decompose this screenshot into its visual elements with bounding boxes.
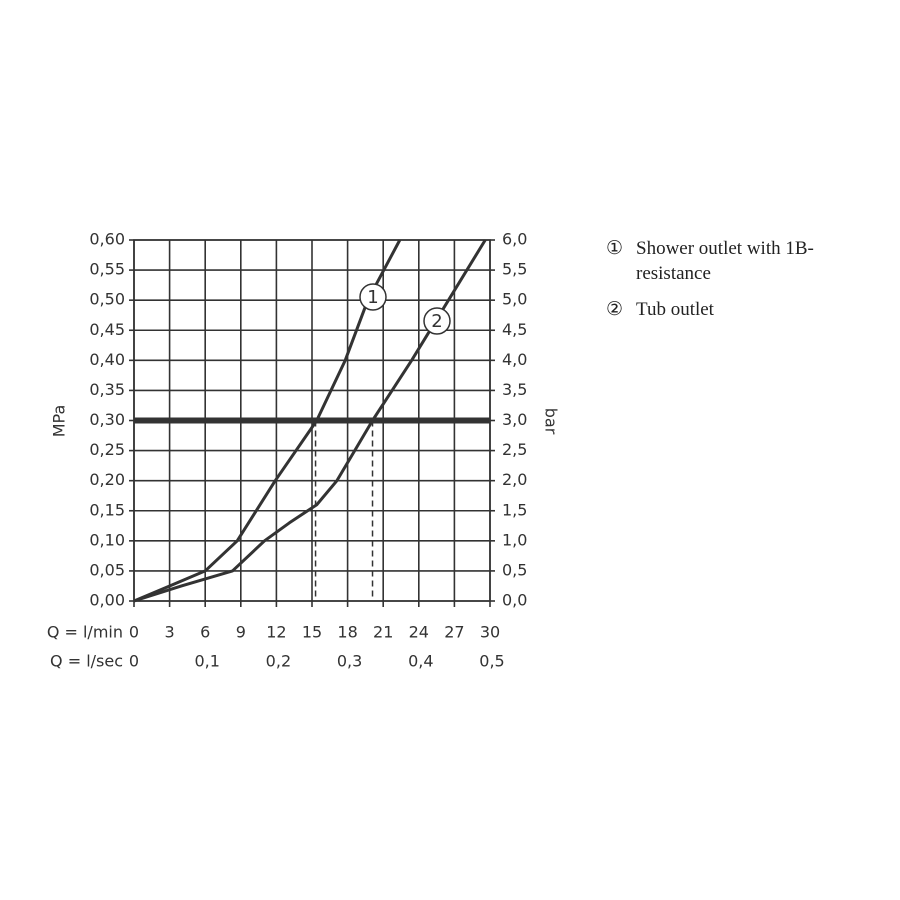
y2-tick-label: 6,0 xyxy=(502,230,527,249)
x-tick-label: 15 xyxy=(302,623,322,642)
y2-tick-label: 1,0 xyxy=(502,530,527,549)
y-tick-label: 0,50 xyxy=(89,290,125,309)
y2-axis-label: bar xyxy=(542,408,561,435)
y-tick-label: 0,00 xyxy=(89,591,125,610)
y2-tick-label: 0,5 xyxy=(502,560,527,579)
x-tick-label: 6 xyxy=(200,623,210,642)
x-tick-label: 24 xyxy=(409,623,429,642)
y2-tick-label: 4,5 xyxy=(502,320,527,339)
y2-tick-label: 5,0 xyxy=(502,290,527,309)
x2-tick-label: 0,4 xyxy=(408,652,433,671)
curve-label-circle xyxy=(423,307,451,335)
x2-tick-label: 0,5 xyxy=(479,652,504,671)
x-tick-label: 18 xyxy=(337,623,357,642)
y-tick-label: 0,20 xyxy=(89,470,125,489)
y-tick-label: 0,40 xyxy=(89,350,125,369)
y-tick-label: 0,45 xyxy=(89,320,125,339)
y2-tick-label: 3,0 xyxy=(502,410,527,429)
y-axis-label: MPa xyxy=(50,405,69,438)
x-tick-label: 3 xyxy=(165,623,175,642)
legend-marker: ② xyxy=(606,299,624,320)
x-tick-label: 12 xyxy=(266,623,286,642)
legend-entry: ① Shower outlet with 1B-resistance xyxy=(606,236,876,286)
x2-tick-label: 0,1 xyxy=(194,652,219,671)
y2-tick-label: 5,5 xyxy=(502,260,527,279)
y2-tick-label: 3,5 xyxy=(502,380,527,399)
x-tick-label: 9 xyxy=(236,623,246,642)
x-tick-label: 21 xyxy=(373,623,393,642)
y-tick-label: 0,60 xyxy=(89,230,125,249)
curve-label: 2 xyxy=(431,311,442,332)
x2-tick-label: 0,3 xyxy=(337,652,362,671)
y-tick-label: 0,10 xyxy=(89,530,125,549)
legend-marker: ① xyxy=(606,238,624,259)
y2-tick-label: 2,5 xyxy=(502,440,527,459)
x2-axis-label: Q = l/sec xyxy=(50,652,123,671)
legend-entry: ② Tub outlet xyxy=(606,297,876,322)
legend-label: Shower outlet with 1B-resistance xyxy=(636,238,814,284)
curve-label: 1 xyxy=(367,287,378,308)
x-axis-label: Q = l/min xyxy=(47,623,123,642)
y-tick-label: 0,35 xyxy=(89,380,125,399)
y2-tick-label: 0,0 xyxy=(502,591,527,610)
x-tick-label: 30 xyxy=(480,623,500,642)
legend-label: Tub outlet xyxy=(636,299,714,320)
y-tick-label: 0,30 xyxy=(89,410,125,429)
x2-tick-label: 0 xyxy=(129,652,139,671)
y2-tick-label: 4,0 xyxy=(502,350,527,369)
curve xyxy=(133,239,402,603)
x2-tick-label: 0,2 xyxy=(266,652,291,671)
curve xyxy=(133,239,487,603)
y-tick-label: 0,15 xyxy=(89,500,125,519)
curve-label-circle xyxy=(359,283,387,311)
x-tick-label: 27 xyxy=(444,623,464,642)
y-tick-label: 0,05 xyxy=(89,560,125,579)
y2-tick-label: 2,0 xyxy=(502,470,527,489)
legend: ① Shower outlet with 1B-resistance ② Tub ou… xyxy=(606,236,876,333)
y-tick-label: 0,25 xyxy=(89,440,125,459)
y-tick-label: 0,55 xyxy=(89,260,125,279)
x-tick-label: 0 xyxy=(129,623,139,642)
y2-tick-label: 1,5 xyxy=(502,500,527,519)
